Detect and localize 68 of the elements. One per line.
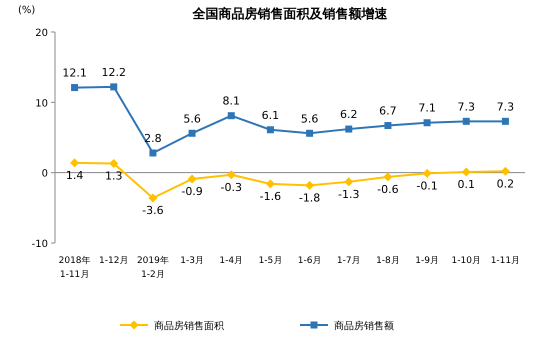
data-label: -1.8 [298,191,320,204]
point [345,126,352,133]
x-tick-label: 2018年 1-11月 [58,255,91,280]
point [71,84,78,92]
point [188,130,196,137]
data-label: -0.3 [220,180,242,194]
data-label: 0.2 [496,177,514,190]
data-label: -0.9 [181,184,203,198]
x-tick-label: 1-6月 [298,256,322,266]
point [344,177,354,186]
data-label: 1.3 [105,170,122,183]
point [148,193,158,202]
point [502,118,509,125]
point [422,168,432,178]
x-tick-label: 1-10月 [452,256,481,266]
data-label: -3.6 [142,204,164,217]
data-label: 0.1 [458,178,475,191]
y-tick-label: 10 [35,98,48,110]
data-label: -1.6 [260,190,282,203]
point [500,166,510,176]
data-label: 12.1 [62,66,87,80]
x-tick-label: 1-9月 [415,256,439,266]
data-label: 8.1 [222,94,240,108]
point [306,130,314,137]
data-label: 7.3 [458,100,475,114]
x-tick-label: 1-7月 [336,256,361,266]
point [383,172,392,182]
x-tick-label: 1-8月 [376,256,400,266]
data-label: 6.2 [340,108,358,122]
legend-label: 商品房销售额 [334,320,394,332]
data-label: 7.1 [418,102,436,115]
data-label: 2.8 [144,132,162,145]
point [266,179,275,188]
data-label: 6.1 [262,108,280,122]
y-tick-label: 0 [42,168,48,180]
data-label: 1.4 [66,168,84,182]
x-tick-label: 1-11月 [490,256,520,266]
y-axis-title: (%) [18,5,36,16]
point [266,126,274,134]
point [305,180,314,190]
data-label: -0.6 [377,182,399,196]
y-tick-label: -10 [32,239,48,250]
point [70,158,80,168]
x-tick-label: 1-3月 [180,256,204,266]
x-tick-label: 1-5月 [258,256,282,266]
data-label: 7.3 [496,100,514,114]
data-label: -1.3 [338,188,360,201]
point [228,112,235,120]
point [109,159,118,168]
point [462,167,471,176]
point [149,149,156,156]
x-tick-label: 2019年 1-2月 [136,255,169,280]
x-tick-label: 1-4月 [219,256,244,266]
legend-label: 商品房销售面积 [154,320,224,332]
point [110,83,118,90]
data-label: 6.7 [379,104,397,118]
point [188,174,197,184]
point [384,122,392,130]
chart-title: 全国商品房销售面积及销售额增速 [192,6,388,22]
data-label: -0.1 [416,179,438,192]
data-label: 5.6 [300,112,318,126]
point [226,170,236,180]
data-label: 5.6 [183,112,201,126]
point [424,119,431,126]
y-tick-label: 20 [35,28,48,39]
data-label: 12.2 [102,66,126,79]
point [462,118,470,125]
x-tick-label: 1-12月 [99,256,128,266]
